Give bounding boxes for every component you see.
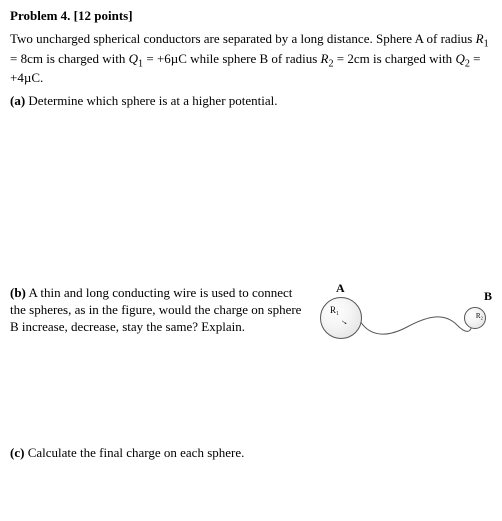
part-c-label: (c) xyxy=(10,445,24,460)
radius-label-a: R₁ xyxy=(330,305,339,317)
radius-label-b: R₂ xyxy=(476,312,483,321)
part-b-text: A thin and long conducting wire is used … xyxy=(10,285,301,334)
part-a-label: (a) xyxy=(10,93,25,108)
problem-title: Problem 4. [12 points] xyxy=(10,8,492,25)
part-c-text: Calculate the final charge on each spher… xyxy=(28,445,245,460)
part-b: (b) A thin and long conducting wire is u… xyxy=(10,285,302,336)
figure-spheres: A B R₁ → R₂ xyxy=(312,285,492,350)
part-c: (c) Calculate the final charge on each s… xyxy=(10,445,492,462)
part-b-label: (b) xyxy=(10,285,26,300)
wire-path xyxy=(360,317,474,334)
part-a-text: Determine which sphere is at a higher po… xyxy=(28,93,277,108)
problem-intro: Two uncharged spherical conductors are s… xyxy=(10,31,492,87)
part-a: (a) Determine which sphere is at a highe… xyxy=(10,93,492,110)
part-b-row: (b) A thin and long conducting wire is u… xyxy=(10,285,492,350)
